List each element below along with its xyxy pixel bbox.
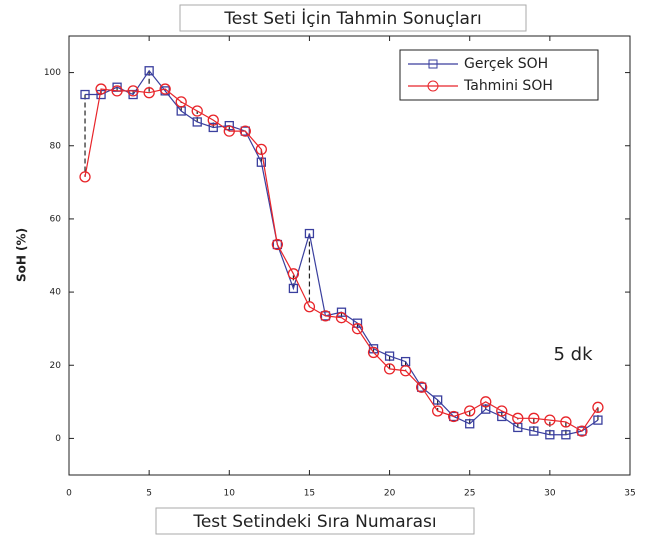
marker bbox=[255, 143, 267, 156]
marker bbox=[593, 415, 603, 425]
marker bbox=[464, 405, 476, 417]
x-tick-label: 20 bbox=[384, 489, 396, 499]
marker bbox=[335, 312, 348, 324]
marker bbox=[143, 87, 155, 99]
marker bbox=[448, 410, 460, 423]
marker bbox=[352, 318, 363, 328]
annotation: 5 dk bbox=[553, 344, 593, 365]
marker bbox=[304, 228, 315, 239]
marker bbox=[207, 114, 219, 126]
legend-marker bbox=[428, 59, 438, 69]
marker bbox=[432, 405, 444, 417]
marker bbox=[544, 414, 556, 426]
marker bbox=[576, 425, 588, 437]
series-line bbox=[85, 69, 599, 436]
marker bbox=[144, 66, 154, 76]
marker bbox=[416, 382, 427, 392]
marker bbox=[480, 396, 492, 408]
x-axis-label: Test Setindeki Sıra Numarası bbox=[192, 512, 436, 532]
marker bbox=[351, 323, 364, 335]
marker bbox=[271, 238, 284, 251]
marker bbox=[192, 117, 202, 127]
x-tick-label: 30 bbox=[544, 489, 556, 499]
marker bbox=[449, 411, 459, 422]
legend-marker bbox=[427, 80, 439, 92]
marker bbox=[256, 157, 266, 167]
legend-label: Tahmini SOH bbox=[463, 78, 553, 94]
marker bbox=[208, 122, 218, 133]
x-tick-label: 15 bbox=[304, 489, 315, 499]
marker bbox=[512, 412, 524, 424]
legend-box bbox=[399, 49, 599, 101]
marker bbox=[497, 411, 507, 422]
x-tick-label: 5 bbox=[146, 489, 152, 499]
marker bbox=[415, 381, 428, 393]
y-axis-label: SoH (%) bbox=[15, 228, 29, 282]
marker bbox=[79, 171, 91, 183]
plot-area bbox=[68, 35, 631, 476]
y-tick-label: 0 bbox=[55, 434, 61, 444]
marker bbox=[561, 430, 571, 440]
marker bbox=[159, 83, 171, 95]
marker bbox=[592, 401, 604, 413]
marker bbox=[433, 395, 443, 405]
marker bbox=[175, 96, 187, 108]
marker bbox=[272, 239, 283, 250]
marker bbox=[239, 125, 251, 137]
chart-title: Test Seti İçin Tahmin Sonuçları bbox=[223, 8, 481, 29]
marker bbox=[367, 346, 380, 359]
marker bbox=[560, 416, 572, 428]
y-tick-label: 80 bbox=[50, 141, 62, 151]
marker bbox=[319, 310, 332, 322]
legend-label: Gerçek SOH bbox=[464, 56, 548, 72]
marker bbox=[383, 363, 396, 375]
marker bbox=[111, 85, 123, 97]
x-tick-label: 35 bbox=[624, 489, 635, 499]
marker bbox=[191, 105, 203, 117]
x-label-box bbox=[155, 507, 475, 535]
marker bbox=[577, 426, 587, 436]
y-tick-label: 100 bbox=[44, 68, 61, 78]
marker bbox=[529, 426, 539, 436]
title-box bbox=[179, 4, 527, 32]
y-tick-label: 60 bbox=[50, 214, 62, 224]
marker bbox=[384, 351, 395, 361]
marker bbox=[399, 365, 412, 377]
marker bbox=[303, 301, 316, 313]
marker bbox=[336, 307, 347, 317]
marker bbox=[287, 268, 300, 280]
marker bbox=[496, 405, 508, 417]
marker bbox=[95, 83, 107, 95]
marker bbox=[127, 85, 139, 97]
marker bbox=[465, 419, 475, 429]
series-line bbox=[84, 88, 599, 432]
marker bbox=[481, 404, 491, 414]
marker bbox=[528, 412, 540, 424]
marker bbox=[80, 89, 90, 100]
marker bbox=[288, 283, 299, 294]
marker bbox=[223, 125, 235, 137]
x-tick-label: 10 bbox=[224, 489, 236, 499]
x-tick-label: 0 bbox=[66, 489, 72, 499]
marker bbox=[545, 430, 555, 440]
marker bbox=[224, 120, 234, 131]
x-tick-label: 25 bbox=[464, 489, 475, 499]
y-tick-label: 40 bbox=[50, 288, 62, 298]
y-tick-label: 20 bbox=[50, 361, 62, 371]
